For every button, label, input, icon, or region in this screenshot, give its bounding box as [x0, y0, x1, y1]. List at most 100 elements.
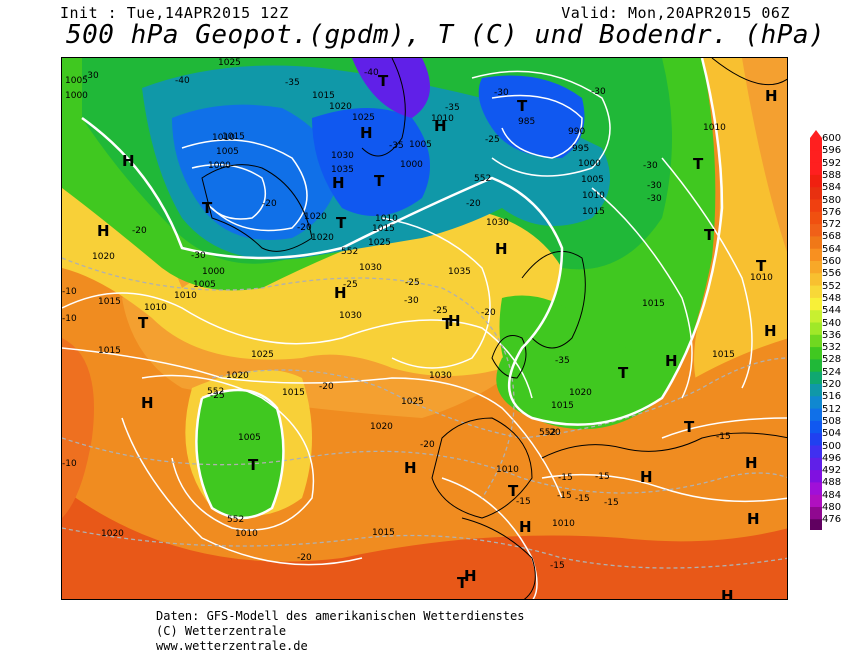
svg-text:H: H — [747, 510, 760, 528]
scale-tick-label: 500 — [822, 440, 842, 452]
svg-text:1015: 1015 — [98, 346, 121, 356]
scale-tick-label: 544 — [822, 305, 842, 317]
scale-tick-label: 556 — [822, 268, 842, 280]
svg-text:1010: 1010 — [750, 273, 773, 283]
svg-text:-15: -15 — [557, 491, 572, 501]
scale-cell — [810, 371, 822, 385]
svg-text:1015: 1015 — [372, 528, 395, 538]
scale-cell — [810, 211, 822, 225]
svg-text:1020: 1020 — [569, 388, 592, 398]
svg-text:T: T — [202, 199, 213, 217]
scale-cell — [810, 433, 822, 446]
svg-text:T: T — [374, 172, 385, 190]
svg-text:-15: -15 — [558, 473, 573, 483]
svg-text:H: H — [122, 152, 135, 170]
svg-text:1025: 1025 — [401, 397, 424, 407]
svg-text:-15: -15 — [716, 432, 731, 442]
svg-text:-20: -20 — [466, 199, 481, 209]
svg-text:1015: 1015 — [282, 388, 305, 398]
svg-text:H: H — [141, 394, 154, 412]
svg-text:T: T — [378, 72, 389, 90]
scale-tick-label: 564 — [822, 243, 842, 255]
scale-tick-label: 580 — [822, 194, 842, 206]
scale-tick-label: 592 — [822, 157, 842, 169]
svg-text:H: H — [721, 587, 734, 600]
scale-cell — [810, 470, 822, 483]
svg-text:995: 995 — [572, 144, 589, 154]
svg-text:H: H — [448, 312, 461, 330]
svg-text:-20: -20 — [297, 223, 312, 233]
scale-tick-label: 508 — [822, 415, 842, 427]
svg-text:-30: -30 — [84, 71, 99, 81]
scale-cell — [810, 150, 822, 164]
svg-text:-20: -20 — [262, 199, 277, 209]
svg-text:-30: -30 — [494, 88, 509, 98]
svg-text:-15: -15 — [604, 498, 619, 508]
scale-top-arrow — [810, 130, 822, 138]
credit-line-1: Daten: GFS-Modell des amerikanischen Wet… — [156, 609, 525, 623]
svg-text:T: T — [684, 418, 695, 436]
svg-text:1020: 1020 — [370, 422, 393, 432]
credit-line-2: (C) Wetterzentrale — [156, 624, 287, 638]
scale-cell — [810, 273, 822, 287]
svg-text:552: 552 — [474, 174, 491, 184]
svg-text:1025: 1025 — [352, 113, 375, 123]
svg-text:H: H — [434, 117, 447, 135]
svg-text:1030: 1030 — [429, 371, 452, 381]
svg-text:1015: 1015 — [582, 207, 605, 217]
scale-cell — [810, 199, 822, 213]
svg-text:1015: 1015 — [712, 350, 735, 360]
svg-text:1025: 1025 — [218, 58, 241, 68]
init-time: Init : Tue,14APR2015 12Z — [60, 4, 289, 22]
scale-cell — [810, 384, 822, 397]
svg-text:1000: 1000 — [65, 91, 88, 101]
svg-text:H: H — [764, 322, 777, 340]
svg-text:1030: 1030 — [359, 263, 382, 273]
scale-tick-label: 480 — [822, 502, 842, 513]
scale-cell — [810, 174, 822, 188]
scale-tick-label: 488 — [822, 477, 842, 489]
svg-text:H: H — [665, 352, 678, 370]
svg-text:-10: -10 — [62, 314, 77, 324]
svg-text:1015: 1015 — [642, 299, 665, 309]
svg-text:-20: -20 — [132, 226, 147, 236]
svg-text:-15: -15 — [550, 561, 565, 571]
svg-text:1030: 1030 — [486, 218, 509, 228]
svg-text:1025: 1025 — [368, 238, 391, 248]
svg-text:H: H — [519, 518, 532, 536]
scale-tick-label: 560 — [822, 256, 842, 267]
svg-text:T: T — [704, 226, 715, 244]
svg-text:T: T — [336, 214, 347, 232]
svg-text:-15: -15 — [516, 497, 531, 507]
svg-text:-30: -30 — [591, 87, 606, 97]
svg-text:-10: -10 — [62, 459, 77, 469]
svg-text:-40: -40 — [175, 76, 190, 86]
svg-text:1015: 1015 — [222, 132, 245, 142]
svg-text:-30: -30 — [647, 181, 662, 191]
svg-text:1020: 1020 — [101, 529, 124, 539]
scale-tick-label: 504 — [822, 428, 842, 440]
svg-text:H: H — [745, 454, 758, 472]
scale-tick-label: 512 — [822, 403, 842, 415]
scale-cell — [810, 310, 822, 323]
scale-tick-label: 496 — [822, 452, 842, 464]
svg-text:1005: 1005 — [581, 175, 604, 185]
svg-text:H: H — [495, 240, 508, 258]
scale-tick-label: 536 — [822, 329, 842, 341]
svg-text:-30: -30 — [191, 251, 206, 261]
svg-text:985: 985 — [518, 117, 535, 127]
scale-cell — [810, 519, 822, 530]
svg-text:1010: 1010 — [582, 191, 605, 201]
svg-text:-25: -25 — [210, 391, 225, 401]
svg-text:H: H — [464, 567, 477, 585]
svg-text:T: T — [756, 257, 767, 275]
svg-text:-20: -20 — [481, 308, 496, 318]
scale-cell — [810, 396, 822, 410]
svg-text:-30: -30 — [404, 296, 419, 306]
data-credits: Daten: GFS-Modell des amerikanischen Wet… — [156, 609, 524, 654]
svg-text:H: H — [360, 124, 373, 142]
scale-cell — [810, 285, 822, 299]
svg-text:H: H — [765, 87, 778, 105]
svg-text:552: 552 — [539, 428, 556, 438]
svg-text:T: T — [138, 314, 149, 332]
